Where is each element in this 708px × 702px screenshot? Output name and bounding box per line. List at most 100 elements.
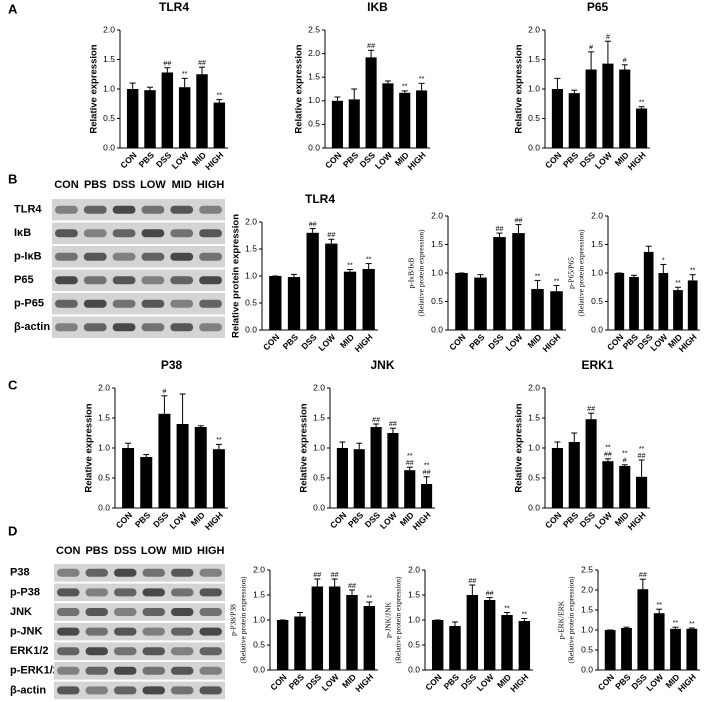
lane-label: HIGH (197, 179, 225, 191)
y-tick-label: 1.5 (581, 604, 593, 614)
blot-strip (52, 199, 225, 221)
y-tick-label: 0.0 (528, 502, 540, 512)
y-tick-label: 1.5 (408, 589, 420, 599)
blot-band (141, 205, 165, 214)
blot-band (83, 276, 107, 285)
significance-mark: ** (424, 463, 430, 470)
bar (158, 413, 171, 508)
blot-band (114, 588, 137, 597)
significance-mark: ## (163, 61, 171, 68)
chart-title: ERK1 (581, 358, 613, 372)
lane-label: LOW (140, 179, 166, 191)
blot-band (199, 299, 222, 308)
x-tick-label: CON (323, 150, 343, 170)
lane-label: MID (172, 545, 192, 557)
significance-mark: ## (406, 460, 414, 467)
blot-band (114, 627, 137, 636)
bar (619, 466, 631, 508)
y-tick-label: 2.0 (408, 564, 420, 574)
row-label: p-P65 (14, 298, 44, 310)
y-axis-label: Relative expression (514, 403, 525, 492)
bar (670, 628, 681, 670)
blot-band (199, 686, 222, 695)
significance-mark: ** (419, 76, 425, 83)
y-axis-label: (Relative protein expression) (239, 576, 248, 664)
x-tick-label: LOW (167, 509, 189, 531)
bar (501, 615, 513, 670)
bar (362, 268, 375, 330)
y-tick-label: 0.5 (253, 639, 265, 649)
bar (619, 69, 631, 148)
y-tick-label: 2.0 (308, 48, 320, 58)
blot-band (171, 686, 194, 695)
significance-mark: ## (468, 578, 476, 585)
bar (387, 433, 399, 508)
significance-mark: ** (639, 100, 645, 107)
blot-band (83, 205, 107, 214)
bar (493, 237, 506, 330)
bar (673, 290, 683, 330)
significance-mark: ** (656, 602, 662, 609)
x-tick-label: CON (118, 150, 138, 170)
x-tick-label: HIGH (410, 510, 432, 532)
significance-mark: ** (347, 262, 353, 269)
y-tick-label: 1.5 (313, 412, 325, 422)
blot-band (57, 686, 80, 695)
x-tick-label: CON (596, 672, 616, 692)
significance-mark: ** (605, 445, 611, 452)
bar (404, 470, 416, 508)
blot-band (57, 627, 80, 636)
bar (328, 586, 341, 670)
row-label: β-actin (10, 684, 46, 696)
blot-band (199, 205, 222, 214)
y-tick-label: 2.0 (313, 382, 325, 392)
x-tick-label: HIGH (676, 672, 698, 694)
x-tick-label: LOW (373, 149, 395, 171)
y-tick-label: 0.5 (431, 296, 443, 306)
y-tick-label: 0.0 (253, 664, 265, 674)
lane-label: MID (172, 179, 192, 191)
blot-strip (54, 642, 225, 660)
blot-band (199, 588, 222, 597)
y-tick-label: 0.0 (528, 142, 540, 152)
blot-band (199, 229, 222, 238)
blot-band (112, 276, 136, 285)
blot-band (141, 323, 165, 332)
x-tick-label: LOW (503, 331, 525, 353)
x-tick-label: HIGH (625, 150, 647, 172)
blot-band (142, 608, 165, 616)
y-tick-label: 2.0 (245, 216, 257, 226)
panel-label: B (8, 171, 17, 186)
x-tick-label: HIGH (625, 510, 647, 532)
y-tick-label: 0.5 (308, 119, 320, 129)
y-tick-label: 0.5 (103, 113, 115, 123)
blot-band (83, 252, 107, 261)
significance-mark: ## (515, 217, 523, 224)
x-tick-label: CON (543, 150, 563, 170)
y-tick-label: 0.5 (408, 639, 420, 649)
bar (512, 233, 525, 330)
y-tick-label: 0.5 (245, 297, 257, 307)
y-tick-label: 1.5 (245, 243, 257, 253)
y-tick-label: 0.5 (591, 296, 603, 306)
blot-band (199, 647, 222, 656)
bar (636, 108, 648, 148)
x-tick-label: CON (114, 510, 134, 530)
y-tick-label: 0.0 (581, 664, 593, 674)
blot-band (83, 299, 107, 308)
blot-band (112, 252, 136, 261)
lane-label: DSS (113, 179, 136, 191)
y-tick-label: 1.5 (528, 54, 540, 64)
blot-band (55, 276, 78, 285)
bar (621, 628, 632, 670)
x-tick-label: PBS (341, 150, 361, 170)
x-tick-label: DSS (304, 672, 324, 692)
bar (140, 457, 153, 508)
x-tick-label: DSS (154, 150, 174, 170)
blot-band (170, 252, 194, 261)
significance-mark: ** (522, 611, 528, 618)
blot-band (83, 229, 107, 238)
significance-mark: # (623, 58, 627, 65)
row-label: TLR4 (14, 204, 42, 216)
